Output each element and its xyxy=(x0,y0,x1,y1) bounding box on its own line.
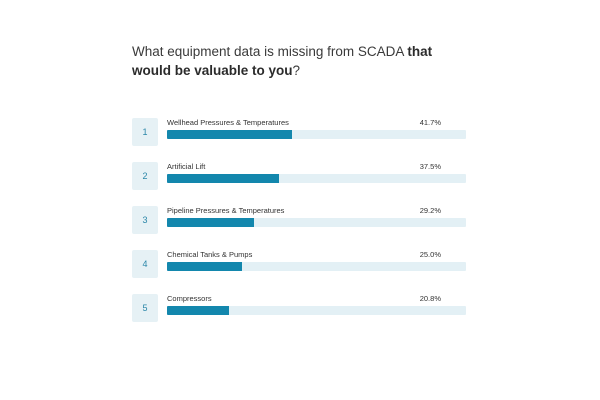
bar xyxy=(167,306,230,315)
value-label: 25.0% xyxy=(419,250,441,259)
category-label: Chemical Tanks & Pumps xyxy=(167,250,253,259)
value-label: 37.5% xyxy=(419,162,441,171)
chart-row: 3 Pipeline Pressures & Temperatures 29.2% xyxy=(132,206,467,236)
bar xyxy=(167,262,242,271)
bar-track xyxy=(167,174,466,183)
bar-track xyxy=(167,306,466,315)
chart-row: 4 Chemical Tanks & Pumps 25.0% xyxy=(132,250,467,280)
chart-row: 2 Artificial Lift 37.5% xyxy=(132,162,467,192)
bar-track xyxy=(167,262,466,271)
bar-track xyxy=(167,130,466,139)
rank-badge: 5 xyxy=(132,294,158,322)
rank-badge: 4 xyxy=(132,250,158,278)
category-label: Compressors xyxy=(167,294,212,303)
value-label: 29.2% xyxy=(419,206,441,215)
rank-badge: 2 xyxy=(132,162,158,190)
rank-badge: 1 xyxy=(132,118,158,146)
question-text-bold: that would be valuable to you xyxy=(132,44,433,78)
chart-row: 5 Compressors 20.8% xyxy=(132,294,467,324)
value-label: 41.7% xyxy=(419,118,441,127)
value-label: 20.8% xyxy=(419,294,441,303)
category-label: Wellhead Pressures & Temperatures xyxy=(167,118,289,127)
bar xyxy=(167,130,292,139)
question-title: What equipment data is missing from SCAD… xyxy=(132,42,472,80)
question-text-end: ? xyxy=(292,63,301,78)
category-label: Artificial Lift xyxy=(167,162,206,171)
bar xyxy=(167,174,280,183)
question-text: What equipment data is missing from SCAD… xyxy=(132,44,408,59)
bar xyxy=(167,218,255,227)
rank-badge: 3 xyxy=(132,206,158,234)
chart-row: 1 Wellhead Pressures & Temperatures 41.7% xyxy=(132,118,467,148)
bar-track xyxy=(167,218,466,227)
category-label: Pipeline Pressures & Temperatures xyxy=(167,206,285,215)
